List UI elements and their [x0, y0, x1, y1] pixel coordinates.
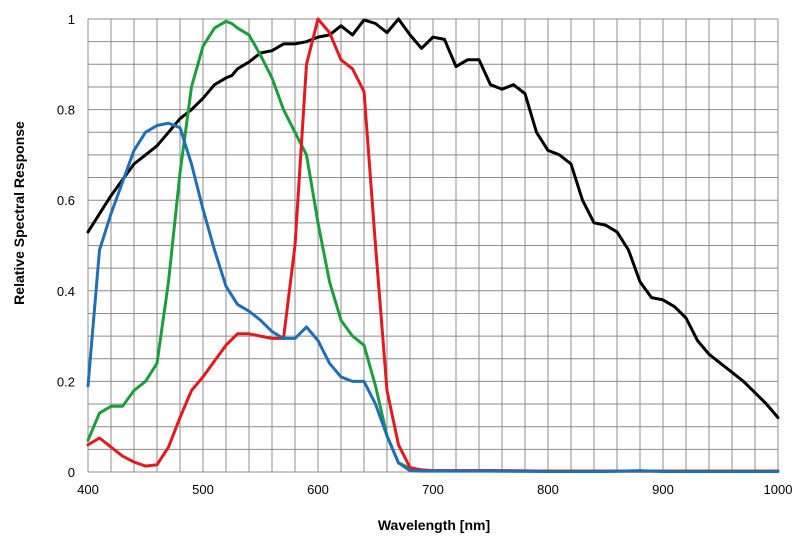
- y-axis-title: Relative Spectral Response: [11, 121, 27, 305]
- x-tick-label: 800: [537, 482, 559, 497]
- y-tick-label: 0.8: [57, 103, 75, 118]
- x-tick-label: 900: [652, 482, 674, 497]
- y-tick-label: 0.4: [57, 284, 75, 299]
- series-group: [86, 17, 780, 473]
- x-axis-title: Wavelength [nm]: [378, 517, 490, 533]
- x-tick-label: 1000: [764, 482, 793, 497]
- series-line-1: [86, 17, 780, 420]
- y-tick-label: 1: [68, 12, 75, 27]
- y-tick-label: 0.2: [57, 374, 75, 389]
- x-tick-label: 700: [422, 482, 444, 497]
- x-tick-label: 500: [192, 482, 214, 497]
- y-tick-label: 0.6: [57, 193, 75, 208]
- y-tick-label: 0: [68, 465, 75, 480]
- x-tick-label: 600: [307, 482, 329, 497]
- tick-labels: 400 500 600 700 800 900 1000 0 0.2 0.4 0.6 0.8 1: [57, 12, 793, 497]
- x-tick-label: 400: [77, 482, 99, 497]
- series-line-4: [86, 121, 780, 473]
